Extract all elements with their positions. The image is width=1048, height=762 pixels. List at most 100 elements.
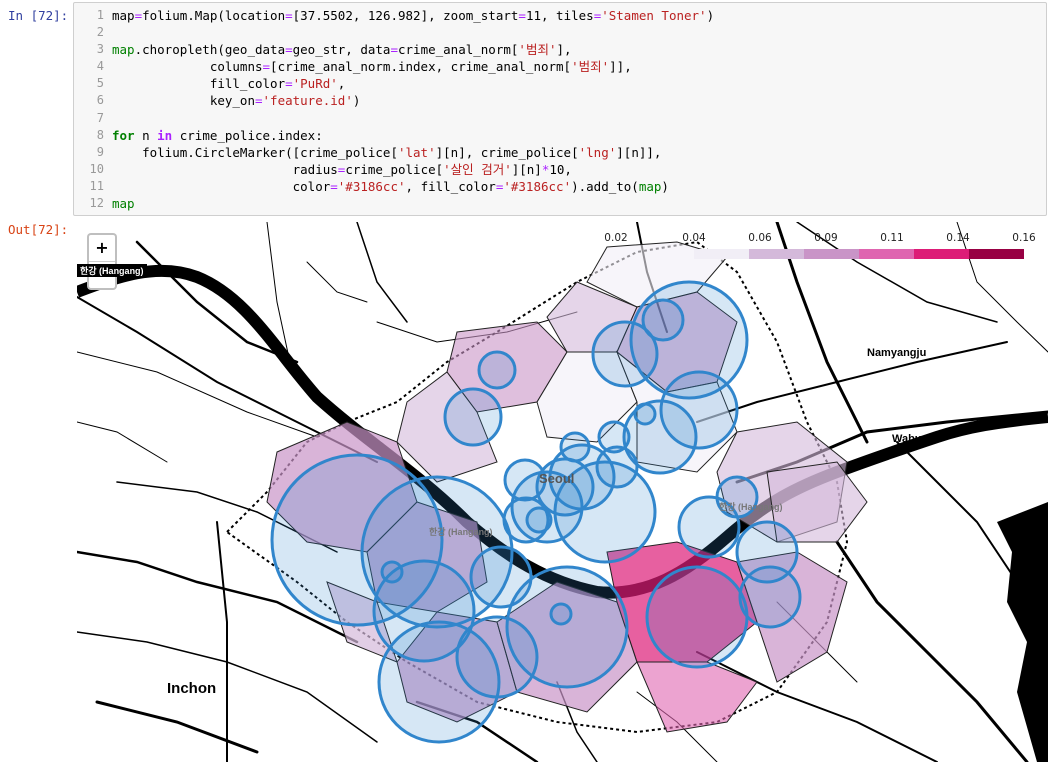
circle-marker[interactable]: [525, 506, 553, 534]
legend-tick: 0.11: [880, 232, 904, 244]
legend-color-step: [749, 249, 804, 259]
code-token: =: [285, 42, 293, 58]
circle-marker[interactable]: [735, 520, 799, 584]
legend-tick: 0.04: [682, 232, 706, 244]
line-number: 1: [96, 8, 104, 22]
line-number: 9: [96, 144, 104, 159]
circle-marker[interactable]: [622, 399, 698, 475]
code-cell[interactable]: 1 2 3 4 5 6 7 8 9 10 11 12 map=folium.Map(location=…: [73, 2, 1047, 216]
circle-marker[interactable]: [469, 545, 533, 609]
code-token: folium.Map(location: [142, 8, 286, 23]
code-token: =: [330, 178, 338, 194]
code-line[interactable]: key_on='feature.id'): [112, 92, 714, 109]
circle-marker[interactable]: [559, 431, 591, 463]
code-token: 'feature.id': [262, 93, 353, 109]
zoom-control: + −: [87, 233, 117, 290]
code-token: folium.CircleMarker([crime_police[: [112, 144, 398, 160]
legend-color-step: [694, 249, 749, 259]
code-line[interactable]: map.choropleth(geo_data=geo_str, data=cr…: [112, 41, 714, 58]
circle-marker[interactable]: [443, 387, 503, 447]
code-line[interactable]: [112, 110, 714, 127]
circle-marker[interactable]: [380, 560, 404, 584]
code-token: n: [134, 127, 158, 143]
code-token: geo_str, data: [292, 42, 391, 58]
code-token: 11, tiles: [525, 8, 594, 23]
place-label-inchon: Inchon: [167, 680, 217, 697]
code-token: ): [661, 178, 669, 194]
circle-marker[interactable]: [549, 602, 573, 626]
code-token: =: [593, 8, 602, 23]
code-token: =: [518, 8, 526, 23]
code-token: map: [638, 178, 662, 194]
circle-marker[interactable]: [477, 350, 517, 390]
district: [766, 461, 868, 543]
legend-color-step: [914, 249, 969, 259]
code-editor[interactable]: map=folium.Map(location=[37.5502, 126.98…: [112, 7, 714, 212]
code-token: crime_police[: [345, 161, 444, 177]
circle-marker[interactable]: [641, 298, 685, 342]
circle-marker[interactable]: [629, 280, 749, 400]
circle-marker[interactable]: [455, 615, 539, 699]
code-token: =: [255, 93, 263, 109]
circle-marker-layer[interactable]: [270, 280, 802, 744]
zoom-in-button[interactable]: +: [95, 238, 109, 257]
circle-marker[interactable]: [553, 460, 657, 564]
code-token: =: [390, 42, 398, 58]
code-token: .choropleth(geo_data: [134, 42, 286, 58]
code-token: ): [352, 93, 361, 109]
code-token: =: [495, 178, 504, 194]
code-line[interactable]: fill_color='PuRd',: [112, 75, 714, 92]
code-line[interactable]: columns=[crime_anal_norm.index, crime_an…: [112, 58, 714, 75]
circle-marker[interactable]: [591, 320, 659, 388]
code-token: for: [112, 127, 135, 143]
circle-marker[interactable]: [715, 475, 759, 519]
code-line[interactable]: map: [112, 195, 714, 212]
circle-marker[interactable]: [633, 402, 657, 426]
code-token: 'Stamen Toner': [601, 8, 707, 23]
code-token: 'PuRd': [292, 76, 338, 92]
han-river: [77, 264, 1048, 599]
circle-marker[interactable]: [377, 620, 501, 744]
input-prompt: In [72]:: [8, 8, 69, 23]
legend-tick: 0.14: [946, 232, 970, 244]
circle-marker[interactable]: [503, 458, 547, 502]
code-line[interactable]: for n in crime_police.index:: [112, 127, 714, 144]
code-token: '#3186cc': [503, 178, 572, 194]
code-line[interactable]: [112, 24, 714, 41]
code-token: radius: [112, 161, 338, 177]
code-token: ]],: [609, 59, 632, 75]
line-number: 11: [89, 178, 104, 193]
map-canvas[interactable]: [77, 222, 1048, 762]
circle-marker[interactable]: [645, 565, 749, 669]
code-line[interactable]: folium.CircleMarker([crime_police['lat']…: [112, 144, 714, 161]
circle-marker[interactable]: [510, 470, 584, 544]
code-line[interactable]: map=folium.Map(location=[37.5502, 126.98…: [112, 7, 714, 24]
code-token: 'lng': [578, 144, 617, 160]
line-number: 4: [96, 59, 104, 74]
place-label-hangang: 한강 (Hangang): [429, 527, 493, 537]
code-line[interactable]: radius=crime_police['살인 검거'][n]*10,: [112, 161, 714, 178]
code-token: fill_color: [112, 76, 286, 92]
code-token: map: [112, 196, 135, 212]
line-number: 10: [89, 161, 104, 176]
line-number: 12: [89, 196, 104, 211]
legend-tick: 0.09: [814, 232, 838, 244]
choropleth-legend: 0.02 0.04 0.06 0.09 0.11 0.14 0.16: [594, 232, 1044, 262]
folium-map[interactable]: + − 0.02 0.04 0.06 0.09 0.11 0.14 0.16 N…: [77, 222, 1048, 762]
circle-marker[interactable]: [270, 453, 444, 627]
code-token: ): [706, 8, 715, 23]
code-token: *: [541, 161, 550, 177]
code-token: '범죄': [571, 59, 610, 75]
code-token: '#3186cc': [337, 178, 406, 194]
circle-marker[interactable]: [738, 565, 802, 629]
code-token: ][n]],: [616, 144, 662, 160]
code-token: =: [285, 76, 293, 92]
line-number: 6: [96, 93, 104, 108]
circle-marker[interactable]: [597, 420, 631, 454]
circle-marker[interactable]: [659, 370, 739, 450]
line-number: 2: [96, 25, 104, 40]
code-token: color: [112, 178, 331, 194]
line-number-gutter: 1 2 3 4 5 6 7 8 9 10 11 12: [74, 7, 104, 212]
code-line[interactable]: color='#3186cc', fill_color='#3186cc').a…: [112, 178, 714, 195]
code-token: map: [112, 8, 135, 23]
